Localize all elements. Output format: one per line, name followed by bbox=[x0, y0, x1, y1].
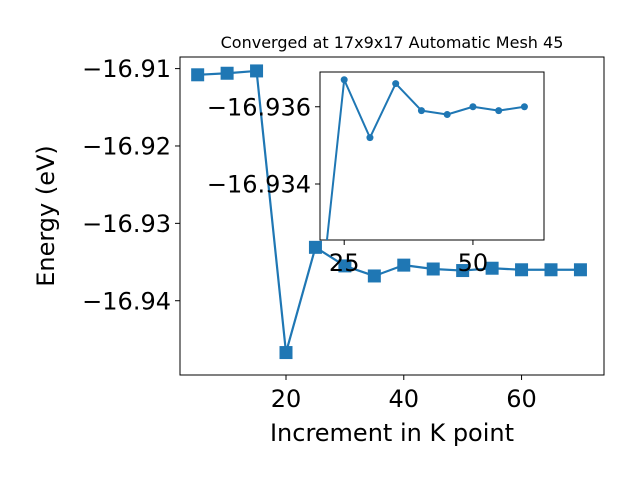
inset-data-point bbox=[340, 76, 348, 84]
main-chart-title: Converged at 17x9x17 Automatic Mesh 45 bbox=[221, 33, 564, 52]
inset-data-point bbox=[417, 107, 425, 115]
main-data-point bbox=[397, 258, 411, 272]
main-data-point bbox=[338, 259, 352, 273]
main-data-point bbox=[544, 263, 558, 277]
main-y-tick-label: −16.94 bbox=[82, 287, 171, 315]
inset-x-ticks: 25 50 bbox=[329, 240, 488, 277]
y-axis-label: Energy (eV) bbox=[32, 145, 60, 287]
main-x-tick-label: 40 bbox=[389, 385, 420, 413]
inset-plot-frame bbox=[319, 71, 545, 241]
inset-data-point bbox=[443, 110, 451, 118]
main-data-point bbox=[456, 264, 470, 278]
main-x-ticks: 20 40 60 bbox=[271, 375, 537, 413]
inset-y-ticks: −16.936 −16.934 bbox=[207, 93, 320, 199]
inset-data-point bbox=[366, 134, 374, 142]
main-data-point bbox=[426, 262, 440, 276]
main-series bbox=[191, 64, 587, 360]
main-y-tick-label: −16.93 bbox=[82, 210, 171, 238]
main-data-point bbox=[220, 66, 234, 80]
main-x-tick-label: 20 bbox=[271, 385, 302, 413]
main-x-tick-label: 60 bbox=[506, 385, 537, 413]
inset-y-tick-label: −16.934 bbox=[207, 171, 311, 199]
inset-series bbox=[325, 76, 528, 240]
main-data-point bbox=[279, 346, 293, 360]
main-y-tick-label: −16.92 bbox=[82, 133, 171, 161]
main-data-point bbox=[367, 269, 381, 283]
main-data-point bbox=[250, 64, 264, 78]
inset-data-point bbox=[469, 103, 477, 111]
x-axis-label: Increment in K point bbox=[270, 419, 514, 447]
main-y-ticks: −16.91 −16.92 −16.93 −16.94 bbox=[82, 55, 180, 315]
main-data-point bbox=[308, 240, 322, 254]
main-data-point bbox=[485, 261, 499, 275]
main-data-point bbox=[515, 263, 529, 277]
inset-data-point bbox=[520, 103, 528, 111]
main-y-tick-label: −16.91 bbox=[82, 55, 171, 83]
inset-x-tick-label: 50 bbox=[458, 249, 489, 277]
inset-data-point bbox=[392, 80, 400, 88]
main-data-point bbox=[573, 263, 587, 277]
inset-x-tick-label: 25 bbox=[329, 249, 360, 277]
inset-axes: 25 50 −16.936 −16.934 bbox=[207, 71, 545, 277]
inset-y-tick-label: −16.936 bbox=[207, 93, 311, 121]
inset-data-point bbox=[495, 107, 503, 115]
main-data-point bbox=[191, 68, 205, 82]
